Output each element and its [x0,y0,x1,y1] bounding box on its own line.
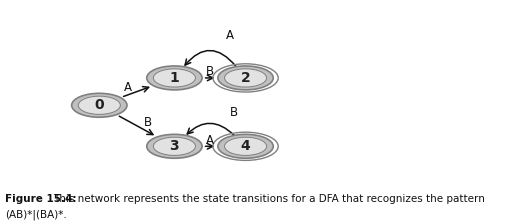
Text: B: B [144,116,152,129]
FancyArrowPatch shape [187,123,234,135]
Text: 2: 2 [240,71,250,85]
Text: Figure 15.4:: Figure 15.4: [5,194,76,204]
Circle shape [224,69,266,87]
Text: (AB)*|(BA)*.: (AB)*|(BA)*. [5,209,67,220]
Text: This network represents the state transitions for a DFA that recognizes the patt: This network represents the state transi… [53,194,485,204]
FancyArrowPatch shape [185,50,236,66]
Text: A: A [124,81,132,93]
Text: 1: 1 [169,71,179,85]
Text: 4: 4 [240,139,250,153]
Circle shape [224,137,266,155]
Circle shape [217,66,273,90]
Circle shape [78,96,120,114]
Text: 0: 0 [94,98,104,112]
Text: 3: 3 [169,139,179,153]
Text: B: B [229,106,237,119]
Text: B: B [206,65,214,78]
Circle shape [71,93,127,117]
Circle shape [153,137,195,155]
Text: A: A [206,134,214,147]
Circle shape [147,134,202,158]
Circle shape [147,66,202,90]
Text: A: A [225,29,233,42]
Circle shape [153,69,195,87]
Circle shape [217,134,273,158]
